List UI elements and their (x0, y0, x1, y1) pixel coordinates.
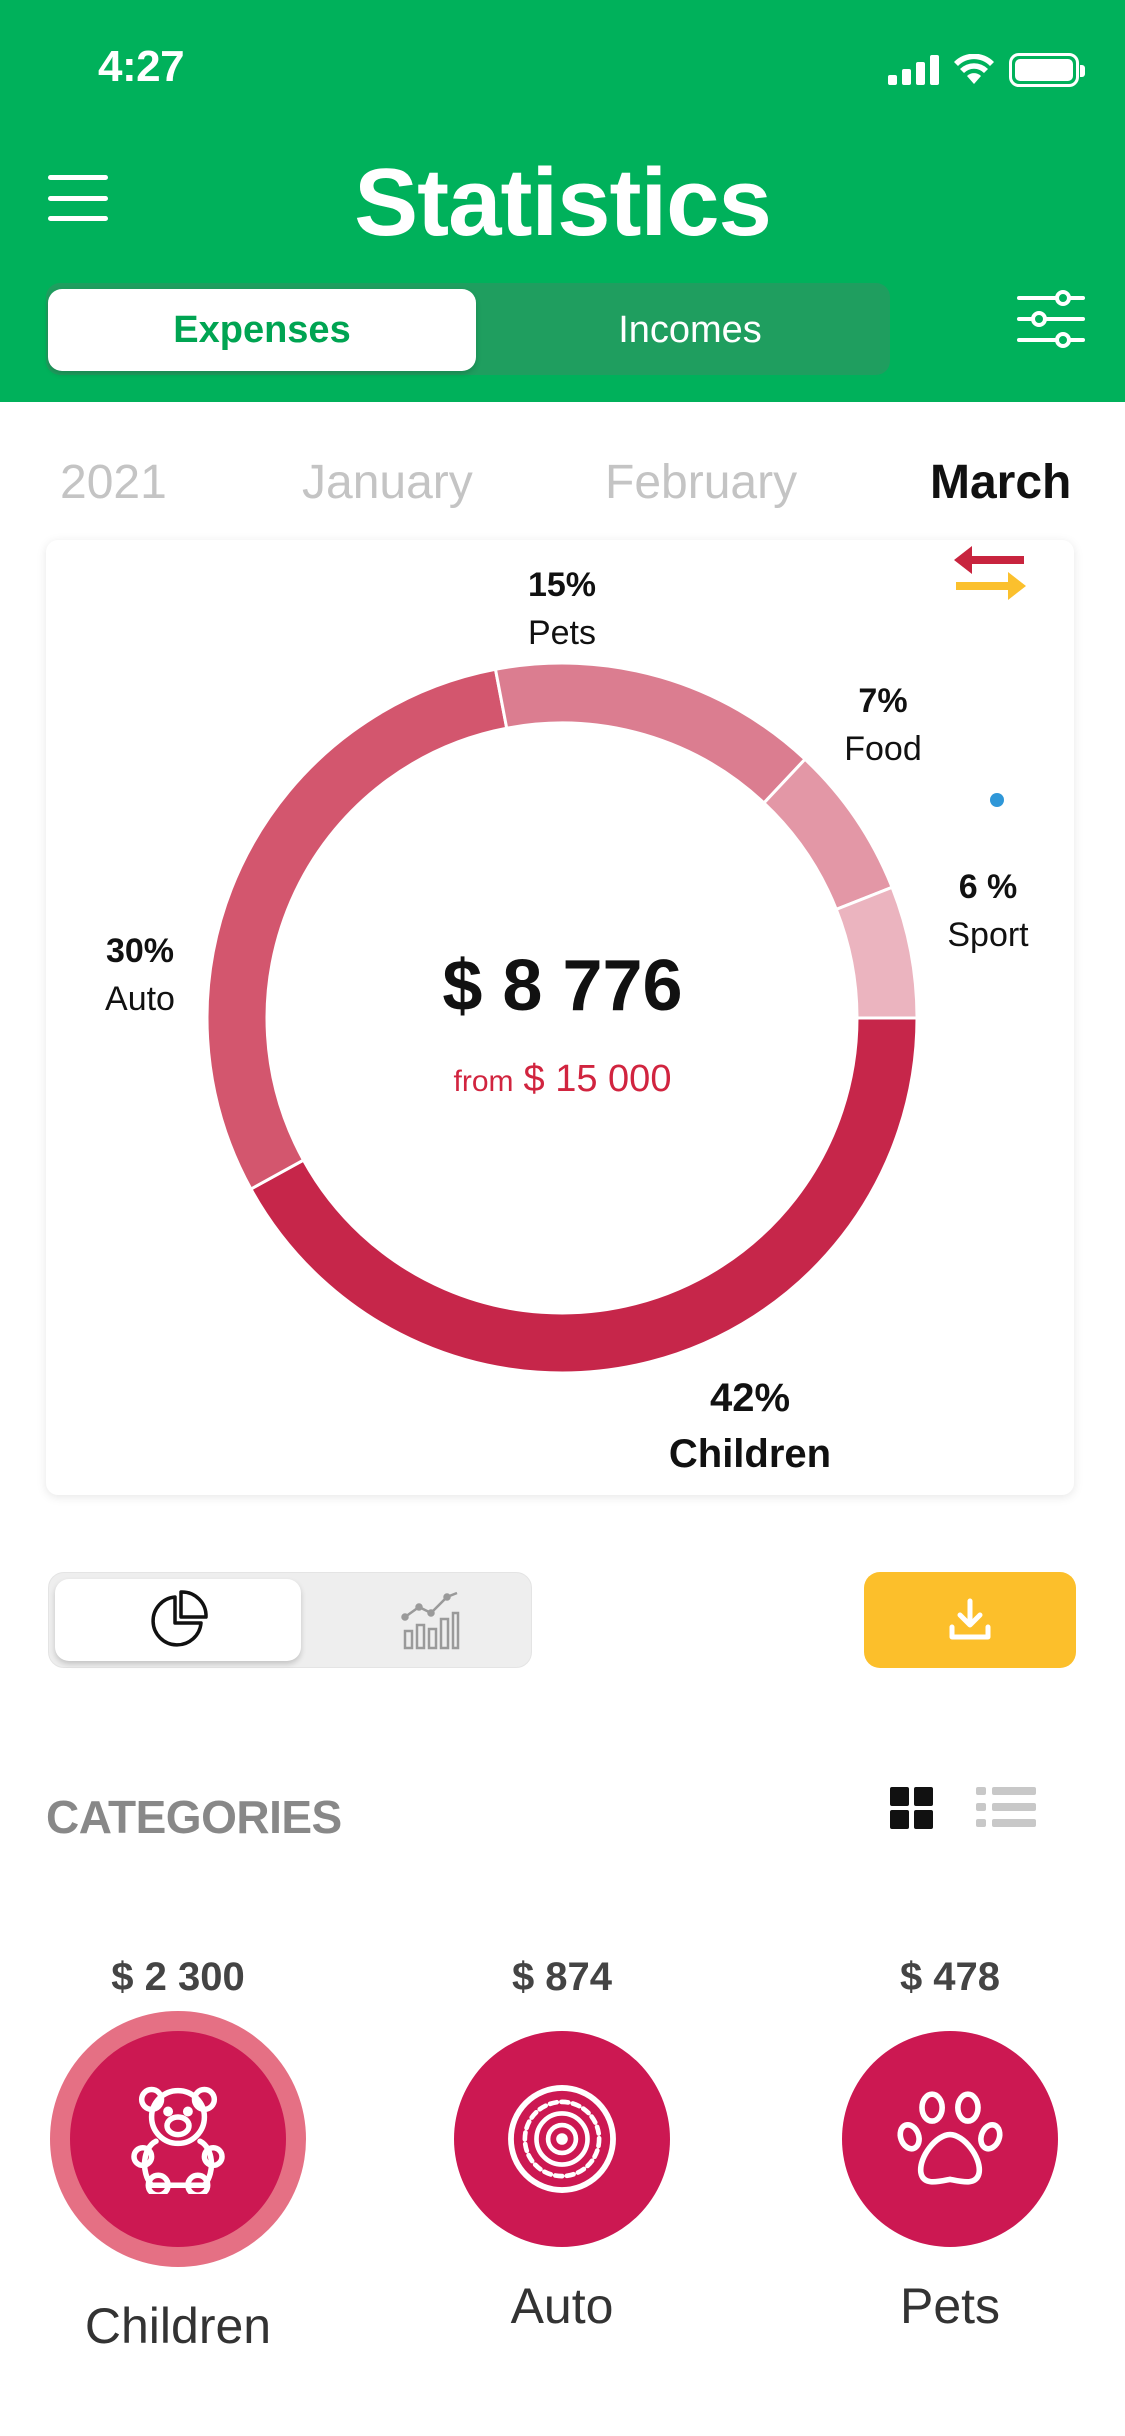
category-amount: $ 874 (511, 1955, 613, 1999)
bar-chart-icon (401, 1591, 460, 1650)
slice-name-children: Children (668, 1432, 832, 1476)
total-amount: $ 8 776 (442, 946, 683, 1026)
donut-slice-auto[interactable] (205, 667, 509, 1192)
slice-pct-auto: 30% (105, 932, 175, 970)
download-icon (949, 1598, 991, 1640)
swap-arrows-icon[interactable] (950, 538, 1030, 610)
type-segmented-control: Expenses Incomes (46, 283, 890, 375)
status-time: 4:27 (98, 42, 185, 91)
donut-slice-sport[interactable] (834, 885, 919, 1020)
categories-heading: CATEGORIES (46, 1791, 342, 1843)
category-pets[interactable]: $ 478 Pets (800, 1955, 1100, 2335)
category-icon-circle (50, 2011, 306, 2267)
total-budget: from $ 15 000 (0, 1058, 1125, 1101)
donut-slice-food[interactable] (761, 757, 895, 912)
slice-pct-sport: 6 % (958, 868, 1018, 906)
slice-pct-children: 42% (709, 1376, 791, 1420)
indicator-dot (990, 793, 1004, 807)
budget-amount: $ 15 000 (523, 1058, 672, 1100)
tab-incomes[interactable]: Incomes (618, 308, 762, 351)
download-button[interactable] (864, 1572, 1076, 1668)
slice-name-pets: Pets (527, 613, 597, 652)
pie-chart-icon (151, 1590, 208, 1647)
slice-label-food: 7% Food (818, 678, 948, 773)
donut-slice-pets[interactable] (493, 661, 808, 806)
donut-slice-children[interactable] (248, 1016, 919, 1375)
slice-name-food: Food (844, 729, 922, 768)
tab-expenses[interactable]: Expenses (48, 289, 476, 371)
page-title: Statistics (354, 149, 772, 256)
signal-icon (888, 55, 939, 85)
menu-button[interactable] (48, 175, 108, 221)
teddy-bear-icon (131, 2086, 225, 2194)
status-icons (888, 50, 1085, 90)
list-view-icon[interactable] (976, 1785, 1036, 1829)
category-auto[interactable]: $ 874 Auto (412, 1955, 712, 2335)
category-name: Pets (899, 2278, 1001, 2334)
category-name: Children (84, 2298, 272, 2354)
filter-sliders-icon[interactable] (1015, 288, 1087, 350)
battery-icon (1009, 53, 1085, 87)
category-icon-circle (842, 2031, 1058, 2247)
donut-chart (205, 661, 919, 1375)
slice-label-pets: 15% Pets (492, 562, 632, 657)
slice-pct-pets: 15% (527, 566, 597, 604)
slice-label-sport: 6 % Sport (918, 864, 1058, 959)
category-children[interactable]: $ 2 300 Children (28, 1955, 328, 2355)
header: 4:27 Statistics Expenses Incomes (0, 0, 1125, 402)
category-amount: $ 478 (899, 1955, 1001, 1999)
from-label: from (453, 1065, 514, 1098)
period-january[interactable]: January (302, 456, 473, 509)
chart-view-toggle (48, 1572, 532, 1668)
period-february[interactable]: February (605, 456, 798, 509)
line-view-button[interactable] (307, 1579, 553, 1661)
category-name: Auto (510, 2278, 614, 2334)
grid-view-icon[interactable] (890, 1785, 934, 1829)
slice-name-auto: Auto (105, 979, 175, 1018)
wifi-icon (954, 54, 994, 84)
category-amount: $ 2 300 (111, 1955, 245, 1999)
period-2021[interactable]: 2021 (60, 456, 167, 509)
slice-name-sport: Sport (947, 915, 1029, 954)
tire-icon (508, 2085, 616, 2193)
slice-label-auto: 30% Auto (70, 928, 210, 1023)
pie-view-button[interactable] (55, 1579, 301, 1661)
paw-icon (897, 2091, 1003, 2185)
category-icon-circle (454, 2031, 670, 2247)
slice-label-children: 42% Children (640, 1370, 860, 1482)
slice-pct-food: 7% (858, 682, 908, 720)
period-march[interactable]: March (930, 456, 1072, 509)
